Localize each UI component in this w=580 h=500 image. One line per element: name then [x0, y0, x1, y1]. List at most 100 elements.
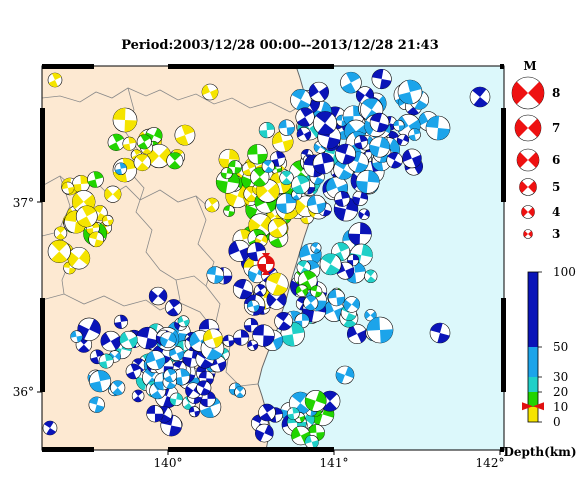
focal-mechanism-377 [252, 324, 275, 347]
focal-mechanism-228 [290, 89, 312, 111]
focal-mechanism-109 [165, 299, 183, 317]
focal-mechanism-395 [204, 197, 220, 213]
focal-mechanism-365 [206, 266, 225, 284]
magnitude-symbol-5 [519, 178, 537, 196]
focal-mechanism-281 [353, 135, 369, 150]
lat-tick-37: 37° [13, 196, 34, 210]
depth-tick-30: 30 [553, 370, 568, 384]
focal-mechanism-386 [201, 83, 219, 101]
focal-mechanism-385 [47, 72, 63, 88]
focal-mechanism-305 [364, 269, 378, 283]
magnitude-symbol-8 [511, 76, 545, 110]
focal-mechanism-368 [243, 317, 259, 333]
focal-mechanism-157 [131, 389, 145, 403]
focal-mechanism-254 [291, 175, 311, 195]
focal-mechanism-67 [250, 167, 270, 187]
focal-mechanism-159 [98, 353, 114, 369]
focal-mechanism-252 [296, 127, 312, 142]
depth-marker-right [533, 402, 544, 411]
magnitude-legend-title: M [523, 59, 536, 73]
focal-mechanism-319 [310, 242, 322, 254]
focal-mechanism-332 [310, 285, 323, 298]
focal-mechanism-180 [222, 334, 235, 347]
magnitude-symbol-3 [523, 229, 533, 239]
focal-mechanism-390 [335, 365, 355, 385]
focal-mechanism-153 [196, 380, 212, 396]
focal-mechanism-11 [223, 205, 236, 217]
focal-mechanism-289 [393, 119, 405, 132]
depth-legend-title: Depth(km) [503, 445, 576, 459]
focal-mechanism-130 [234, 386, 246, 398]
main-event-marker [257, 253, 275, 275]
focal-mechanism-374 [274, 312, 293, 331]
focal-mechanism-388 [469, 86, 491, 108]
focal-mechanism-391 [366, 316, 394, 344]
magnitude-legend: 8 7 6 5 4 3 [511, 76, 560, 241]
focal-mechanism-188 [159, 331, 177, 349]
focal-mechanism-381 [247, 339, 259, 351]
lon-tick-140: 140° [154, 456, 183, 470]
focal-mechanism-72 [53, 226, 68, 240]
focal-mechanism-337 [295, 284, 309, 298]
focal-mechanism-181 [148, 286, 168, 306]
focal-mechanism-396 [42, 420, 58, 436]
focal-mechanism-107 [136, 134, 152, 150]
focal-mechanism-122 [113, 314, 128, 329]
magnitude-label-5: 5 [552, 180, 560, 194]
focal-mechanism-243 [278, 119, 295, 136]
map-ticks [37, 201, 501, 455]
focal-mechanism-331 [343, 296, 360, 313]
focal-mechanism-394 [61, 181, 75, 195]
lon-tick-142: 142° [476, 456, 505, 470]
focal-mechanism-296 [308, 81, 329, 103]
focal-mechanism-179 [88, 396, 105, 413]
focal-mechanism-292 [386, 152, 403, 169]
focal-mechanism-184 [100, 330, 121, 352]
focal-mechanism-372 [254, 284, 267, 297]
depth-tick-100: 100 [553, 265, 576, 279]
focal-mechanism-84 [87, 171, 104, 188]
depth-tick-50: 50 [553, 340, 568, 354]
focal-mechanism-375 [232, 279, 254, 300]
focal-mechanism-93 [107, 133, 125, 151]
focal-mechanisms [42, 68, 491, 450]
focal-mechanism-358 [258, 403, 276, 422]
focal-mechanism-256 [348, 222, 372, 246]
magnitude-symbol-4 [521, 205, 535, 219]
focal-mechanism-183 [136, 326, 159, 350]
focal-mechanism-96 [122, 136, 137, 151]
focal-mechanism-52 [220, 167, 233, 180]
focal-mechanism-359 [304, 434, 319, 450]
focal-mechanism-356 [287, 407, 300, 420]
magnitude-symbol-7 [514, 114, 542, 142]
focal-mechanism-210 [279, 170, 294, 185]
depth-band-10-20 [528, 392, 538, 407]
focal-mechanism-249 [295, 107, 315, 127]
lon-tick-141: 141° [320, 456, 349, 470]
focal-mechanism-88 [75, 205, 98, 228]
focal-mechanism-345 [255, 423, 274, 443]
focal-mechanism-357 [304, 389, 327, 412]
depth-band-0-10 [528, 407, 538, 422]
focal-mechanism-382 [233, 329, 250, 346]
focal-mechanism-182 [188, 406, 200, 418]
focal-mechanism-328 [319, 253, 342, 276]
focal-mechanism-308 [347, 254, 360, 267]
depth-band-20-30 [528, 377, 538, 392]
lat-tick-36: 36° [13, 385, 34, 399]
focal-mechanism-253 [355, 169, 380, 194]
focal-mechanism-196 [119, 330, 138, 350]
focal-mechanism-294 [369, 136, 391, 158]
focal-mechanism-291 [340, 71, 362, 94]
focal-mechanism-275 [408, 128, 421, 141]
depth-tick-0: 0 [553, 415, 561, 429]
focal-mechanism-383 [265, 272, 289, 296]
focal-mechanism-89 [67, 246, 91, 270]
focal-mechanism-191 [173, 368, 191, 386]
focal-mechanism-241 [352, 190, 369, 206]
depth-marker-left [522, 402, 533, 411]
map-frame-bars [40, 64, 506, 452]
focal-mechanism-297 [369, 112, 390, 133]
